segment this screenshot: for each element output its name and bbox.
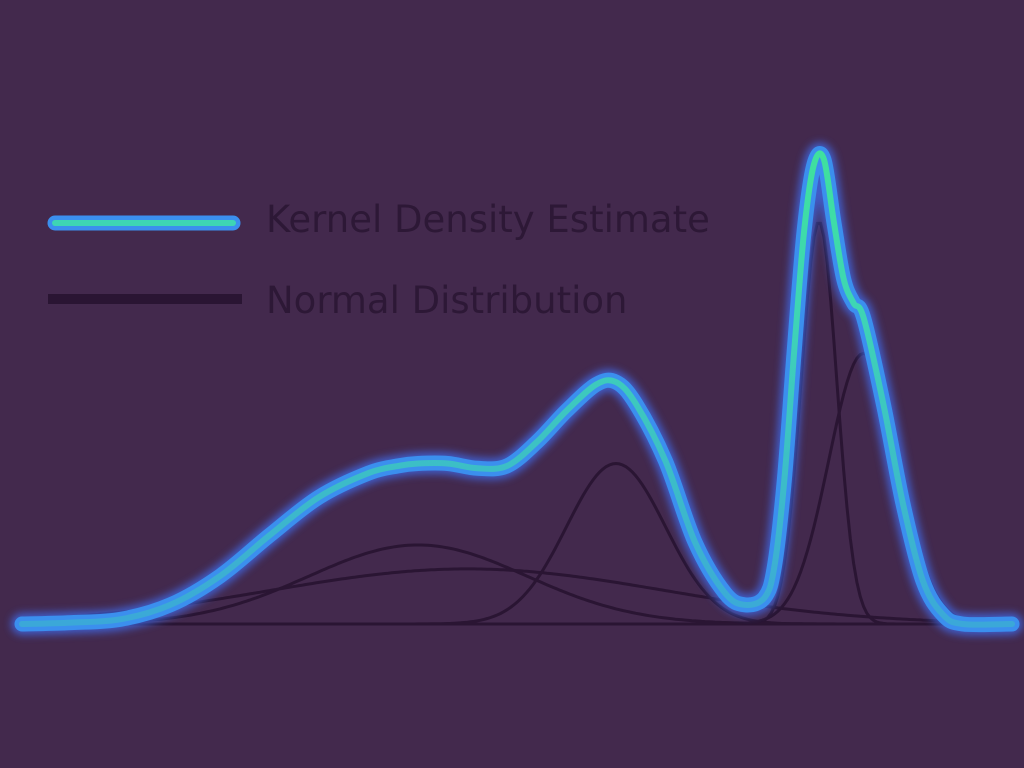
legend-label-kde: Kernel Density Estimate <box>266 198 710 241</box>
kde-curve <box>19 150 1015 628</box>
normal-curve-5 <box>22 351 1012 626</box>
legend-label-normal: Normal Distribution <box>266 279 628 322</box>
legend: Kernel Density Estimate Normal Distribut… <box>44 198 710 322</box>
legend-entry-normal: Normal Distribution <box>48 279 628 322</box>
kde-curve-group <box>11 142 1023 636</box>
legend-entry-kde: Kernel Density Estimate <box>44 198 710 241</box>
